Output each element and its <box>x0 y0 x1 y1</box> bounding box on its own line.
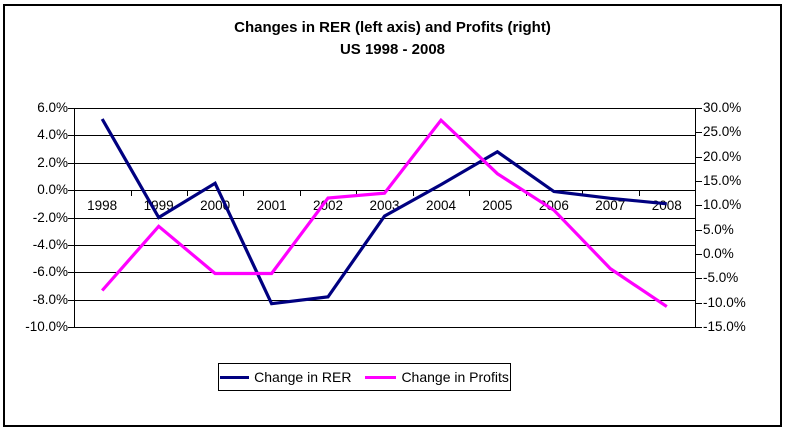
left-axis-tick-label: 2.0% <box>37 154 68 170</box>
right-axis-tick <box>695 327 702 328</box>
left-axis-tick <box>68 299 74 301</box>
right-axis-tick-label: 20.0% <box>703 148 742 164</box>
right-axis-tick <box>695 205 702 207</box>
x-axis-year-label: 2006 <box>538 198 569 214</box>
left-axis-line <box>74 108 75 327</box>
left-axis-tick <box>68 244 74 246</box>
gridline <box>74 244 695 246</box>
x-axis-year-label: 1998 <box>87 198 118 214</box>
left-axis-tick <box>68 108 74 109</box>
left-axis-tick-label: -6.0% <box>32 264 68 280</box>
x-axis-tick <box>356 190 358 197</box>
gridline <box>74 299 695 301</box>
legend: Change in RER Change in Profits <box>218 363 511 391</box>
x-axis-year-label: 2005 <box>482 198 513 214</box>
right-axis-tick-label: -5.0% <box>703 270 739 286</box>
right-axis-tick-label: 5.0% <box>703 221 734 237</box>
chart-title-line2: US 1998 - 2008 <box>339 41 446 58</box>
gridline <box>74 135 695 137</box>
legend-line-sample-profits <box>365 375 397 379</box>
right-axis-tick <box>695 229 702 231</box>
legend-line-sample-rer <box>220 375 250 379</box>
left-axis-tick-label: 0.0% <box>37 182 68 198</box>
right-axis-tick <box>695 156 702 158</box>
right-axis-tick <box>695 254 702 255</box>
x-axis-year-label: 2001 <box>256 198 287 214</box>
gridline <box>74 327 695 328</box>
gridline <box>74 272 695 274</box>
right-axis-tick <box>695 302 702 304</box>
x-axis-tick <box>299 190 301 197</box>
right-axis-tick-label: 0.0% <box>703 246 734 261</box>
left-axis-tick-label: -8.0% <box>32 291 68 307</box>
right-axis-tick <box>695 108 702 109</box>
gridline <box>74 162 695 164</box>
x-axis-tick <box>74 190 75 197</box>
right-axis-tick <box>695 132 702 134</box>
x-axis-tick <box>186 190 188 197</box>
x-axis-year-label: 2007 <box>595 198 626 214</box>
x-axis-tick <box>469 190 471 197</box>
left-axis-tick <box>68 190 74 192</box>
right-axis-tick-label: -10.0% <box>703 294 746 310</box>
x-axis-tick <box>243 190 245 197</box>
left-axis-tick-label: 4.0% <box>37 127 68 143</box>
x-axis-year-label: 2003 <box>369 198 400 214</box>
x-axis-tick <box>695 190 696 197</box>
left-axis-tick-label: 6.0% <box>37 100 68 115</box>
x-axis-year-label: 2004 <box>425 198 457 214</box>
right-axis-tick <box>695 278 702 280</box>
right-axis-tick-label: 30.0% <box>703 100 742 115</box>
left-axis-tick <box>68 162 74 164</box>
right-axis-tick-label: 10.0% <box>703 197 742 213</box>
chart-title: Changes in RER (left axis) and Profits (… <box>0 17 785 61</box>
right-axis-line <box>695 108 696 327</box>
left-axis-tick <box>68 217 74 219</box>
left-axis-tick-label: -2.0% <box>32 209 68 225</box>
left-axis-tick-label: -4.0% <box>32 236 68 252</box>
left-axis-tick <box>68 327 74 328</box>
x-axis-tick <box>638 190 640 197</box>
series-line-change-in-rer <box>100 118 667 306</box>
legend-label-rer: Change in RER <box>254 369 352 385</box>
gridline <box>74 108 695 109</box>
right-axis-tick-label: 25.0% <box>703 124 742 140</box>
left-axis-tick-label: -10.0% <box>25 319 68 334</box>
right-axis-tick <box>695 181 702 182</box>
series-line-change-in-profits <box>100 117 668 308</box>
left-axis-tick <box>68 135 74 137</box>
chart-title-line1: Changes in RER (left axis) and Profits (… <box>234 19 551 36</box>
legend-label-profits: Change in Profits <box>401 369 509 385</box>
x-axis-tick <box>582 190 584 197</box>
x-axis-tick <box>412 190 414 197</box>
right-axis-tick-label: -15.0% <box>703 319 746 334</box>
right-axis-tick-label: 15.0% <box>703 173 742 188</box>
left-axis-tick <box>68 272 74 274</box>
x-axis-tick <box>130 190 132 197</box>
